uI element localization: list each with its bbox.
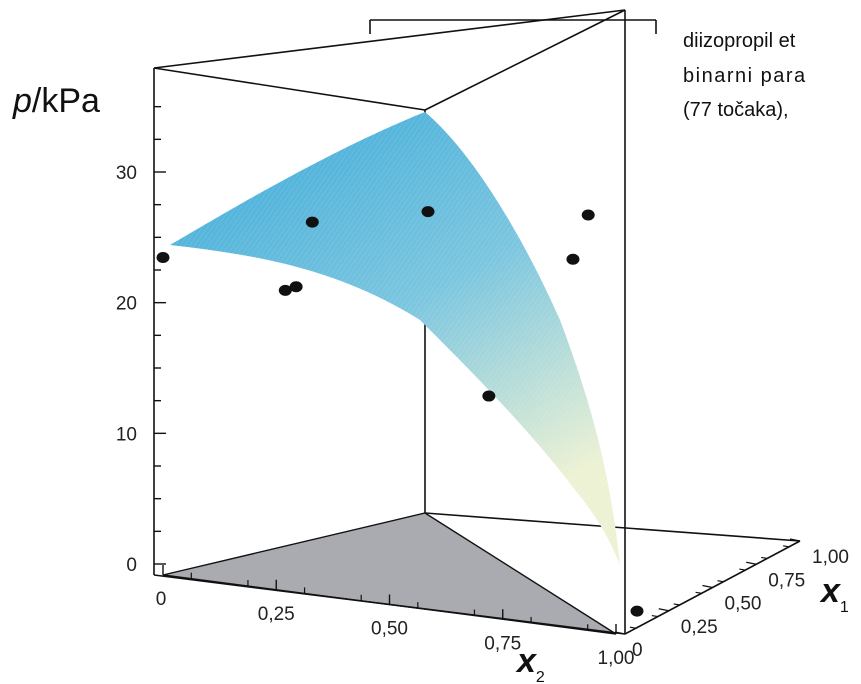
x1-minor-tick [717, 580, 724, 583]
x1-minor-tick [695, 591, 702, 594]
x2-axis-label: x2 [515, 642, 545, 684]
data-points [156, 206, 644, 617]
z-tick-label: 0 [126, 555, 137, 576]
x1-tick-label: 0,25 [681, 617, 718, 638]
x1-tick [702, 584, 713, 589]
z-tick-label: 30 [116, 163, 137, 184]
x1-axis-label: x1 [819, 572, 849, 616]
x2-tick-label: 1,00 [598, 648, 635, 669]
data-point [482, 390, 496, 402]
x1-tick [789, 538, 801, 542]
x1-tick-label: 1,00 [812, 547, 849, 568]
x1-tick [658, 608, 669, 612]
x1-tick-label: 0,50 [725, 594, 762, 615]
x1-tick [746, 561, 757, 565]
data-point [630, 605, 644, 617]
z-axis: 0 10 20 30 [116, 105, 166, 576]
annotation-line-2: binarni para [683, 65, 807, 87]
data-point [305, 216, 319, 228]
data-point [278, 284, 292, 296]
x2-tick-label: 0,50 [371, 619, 408, 640]
x2-axis-subscript: 2 [536, 669, 545, 684]
x1-axis-subscript: 1 [840, 599, 849, 616]
x2-axis-symbol: x [515, 642, 538, 680]
frame-top-back-edge [153, 9, 626, 69]
data-point [156, 251, 170, 263]
surface-texture [170, 112, 620, 565]
x1-axis-symbol: x [819, 572, 842, 610]
x1-minor-tick [782, 545, 790, 548]
z-tick-label: 10 [116, 424, 137, 445]
x1-tick-label: 0,75 [768, 570, 805, 591]
x2-axis: 0 0,25 0,50 0,75 1,00 [156, 565, 635, 669]
x2-tick-label: 0,75 [484, 633, 521, 654]
base-plane [162, 512, 617, 635]
x2-tick-label: 0 [156, 589, 167, 610]
z-axis-symbol: p [12, 82, 32, 120]
z-tick-label: 20 [116, 294, 137, 315]
data-point [289, 281, 303, 293]
z-axis-label: p/kPa [12, 82, 100, 120]
x1-minor-tick [761, 556, 768, 560]
data-point [421, 206, 435, 218]
x2-tick-label: 0,25 [258, 604, 295, 625]
frame-top-right-edge [424, 9, 626, 111]
x1-minor-tick [629, 626, 637, 629]
x1-minor-tick [651, 614, 658, 618]
data-point [566, 253, 580, 265]
frame-top-left-edge [153, 67, 426, 111]
x1-tick-label: 0 [632, 640, 643, 661]
x1-minor-tick [739, 568, 746, 571]
data-point [581, 209, 595, 221]
annotation-line-1: diizopropil et [683, 30, 796, 52]
x1-tick [614, 631, 626, 635]
annotation-line-3: (77 točaka), [683, 99, 789, 121]
x1-axis: 0 0,25 0,50 0,75 1,00 [614, 538, 849, 661]
z-axis-unit: /kPa [32, 82, 100, 120]
x1-minor-tick [673, 603, 680, 606]
